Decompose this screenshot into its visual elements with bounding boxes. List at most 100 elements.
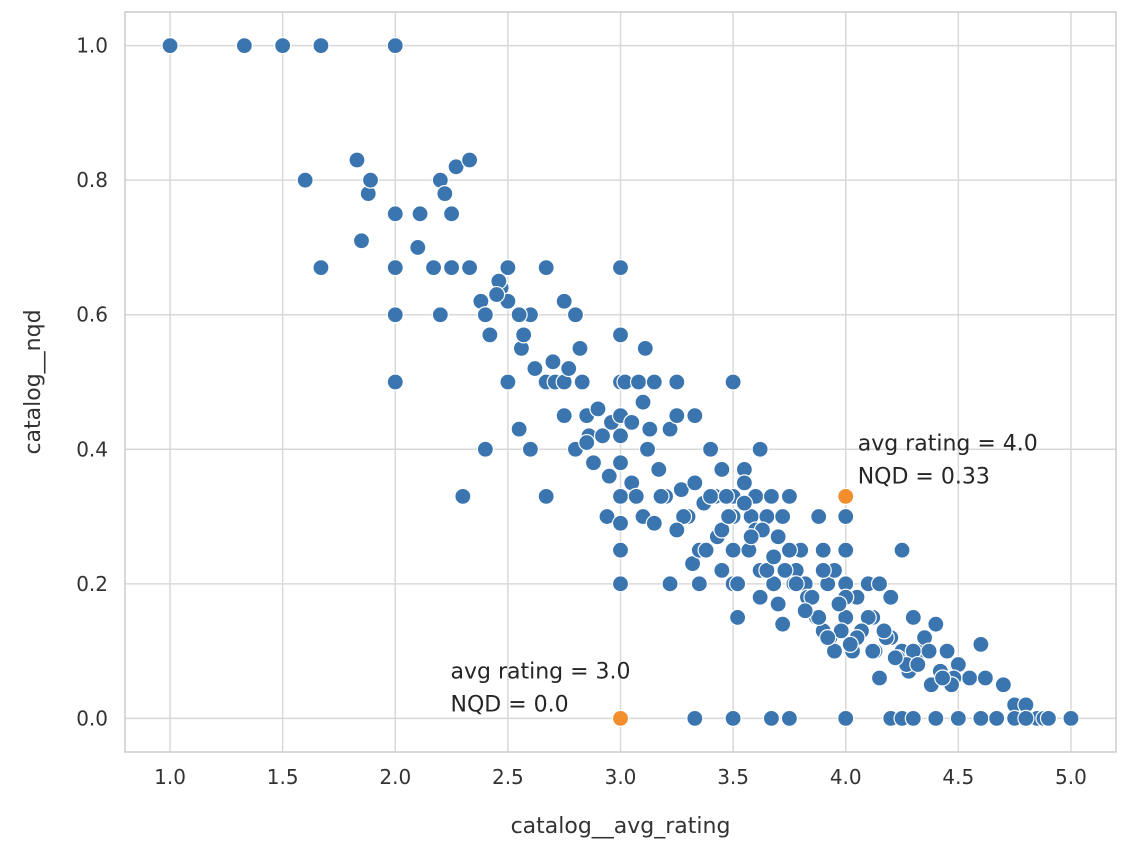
data-point <box>870 669 889 687</box>
data-point <box>312 37 330 55</box>
y-tick-label: 0.0 <box>76 706 108 730</box>
data-point <box>780 709 799 727</box>
data-point <box>882 588 900 606</box>
data-point <box>555 292 573 310</box>
data-point <box>751 440 769 458</box>
data-point <box>762 487 781 505</box>
data-point <box>717 487 735 505</box>
data-point <box>611 427 630 445</box>
data-point <box>875 622 893 640</box>
x-tick-label: 2.0 <box>379 765 411 789</box>
data-point <box>481 326 499 344</box>
data-point <box>442 259 461 277</box>
data-point <box>386 373 404 391</box>
data-point <box>361 171 380 189</box>
y-tick-label: 0.8 <box>76 168 108 192</box>
data-point <box>447 158 465 176</box>
data-point <box>442 205 461 223</box>
data-point <box>641 420 659 438</box>
data-point <box>672 481 690 499</box>
data-point <box>972 635 990 653</box>
data-point <box>949 709 967 727</box>
data-point <box>312 259 330 277</box>
data-point <box>409 238 427 257</box>
data-point <box>460 259 479 277</box>
data-point <box>904 709 922 727</box>
data-point <box>683 555 702 573</box>
y-tick-label: 1.0 <box>76 34 108 58</box>
data-point <box>933 669 952 687</box>
data-point <box>769 528 787 546</box>
data-point <box>819 629 837 647</box>
data-point <box>627 487 645 505</box>
data-point <box>927 709 945 727</box>
data-point <box>645 514 663 532</box>
data-point <box>780 541 799 559</box>
x-tick-label: 2.5 <box>492 765 524 789</box>
x-axis-label: catalog__avg_rating <box>511 814 731 839</box>
data-point <box>636 339 654 357</box>
data-point <box>515 326 533 344</box>
data-point <box>623 413 641 431</box>
data-point <box>454 487 472 505</box>
x-tick-label: 3.5 <box>717 765 749 789</box>
data-point <box>352 232 371 250</box>
data-point <box>825 642 844 660</box>
data-point <box>724 709 742 727</box>
data-point <box>661 575 679 593</box>
data-point <box>765 575 783 593</box>
data-point <box>690 575 708 593</box>
data-point <box>611 454 630 472</box>
x-tick-label: 1.5 <box>267 765 299 789</box>
data-point <box>661 420 679 438</box>
data-point <box>436 185 454 203</box>
annotations: avg rating = 3.0 NQD = 0.0 avg rating = 4.… <box>451 431 1038 717</box>
data-point <box>893 541 911 559</box>
data-point <box>686 407 704 425</box>
data-point <box>652 487 670 505</box>
highlighted-point <box>611 709 630 727</box>
data-point <box>810 507 828 526</box>
data-point <box>837 709 855 727</box>
data-point <box>780 487 799 505</box>
y-tick-labels: 0.0 0.2 0.4 0.6 0.8 1.0 <box>76 34 108 731</box>
data-point <box>566 306 585 324</box>
data-point <box>774 615 792 633</box>
data-point <box>810 608 828 627</box>
data-point <box>735 494 753 512</box>
data-point <box>431 306 449 324</box>
data-point <box>593 427 612 445</box>
data-point <box>611 326 630 344</box>
data-point <box>720 507 738 526</box>
annotation-text: NQD = 0.0 <box>451 692 569 717</box>
data-point <box>697 541 715 559</box>
data-point <box>837 541 855 559</box>
data-point <box>611 259 630 277</box>
data-point <box>589 400 607 418</box>
data-point <box>386 306 404 324</box>
data-point <box>904 608 922 627</box>
data-point <box>994 676 1012 694</box>
data-point <box>573 373 591 391</box>
data-point <box>555 407 573 425</box>
x-tick-label: 5.0 <box>1055 765 1087 789</box>
data-point <box>571 339 589 357</box>
data-point <box>713 460 731 479</box>
data-point <box>776 561 794 579</box>
data-point <box>424 259 443 277</box>
data-point <box>668 407 686 425</box>
data-point <box>600 467 618 485</box>
data-point <box>537 487 555 505</box>
data-point <box>758 561 776 579</box>
data-points <box>161 37 1080 727</box>
data-point <box>796 602 814 620</box>
data-point <box>638 440 657 458</box>
data-point <box>537 259 555 277</box>
annotation-text: NQD = 0.33 <box>858 464 990 489</box>
data-point <box>832 622 850 640</box>
data-point <box>774 507 792 526</box>
data-point <box>724 373 742 391</box>
plot-frame <box>124 11 1117 753</box>
data-point <box>961 669 979 687</box>
